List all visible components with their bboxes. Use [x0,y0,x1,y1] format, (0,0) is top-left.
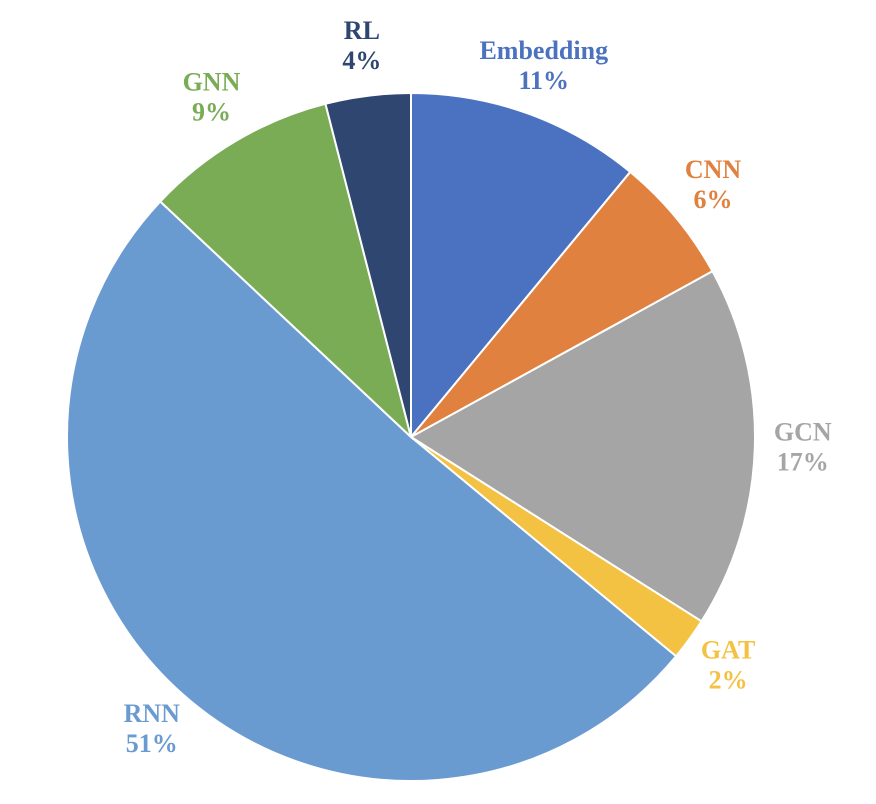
slice-value-label: 6% [694,185,733,214]
slice-value-label: 51% [126,729,178,758]
pie-slice [410,91,632,440]
slice-label: RNN [124,699,181,728]
slice-label: GNN [183,68,241,97]
pie-slice [410,170,714,438]
slice-value-label: 17% [777,447,829,476]
slice-label: GCN [774,417,832,446]
slice-value-label: 2% [709,665,748,694]
slice-label: GAT [701,635,755,664]
pie-slice [409,269,756,623]
pie-slice [324,91,412,438]
slice-value-label: 4% [342,46,381,75]
pie-slice [158,102,413,441]
slice-value-label: 9% [192,98,231,127]
slice-label: Embedding [479,36,608,65]
slice-label: RL [344,16,380,45]
slice-value-label: 11% [518,66,569,95]
slice-label: CNN [685,155,742,184]
pie-slice [66,200,678,782]
